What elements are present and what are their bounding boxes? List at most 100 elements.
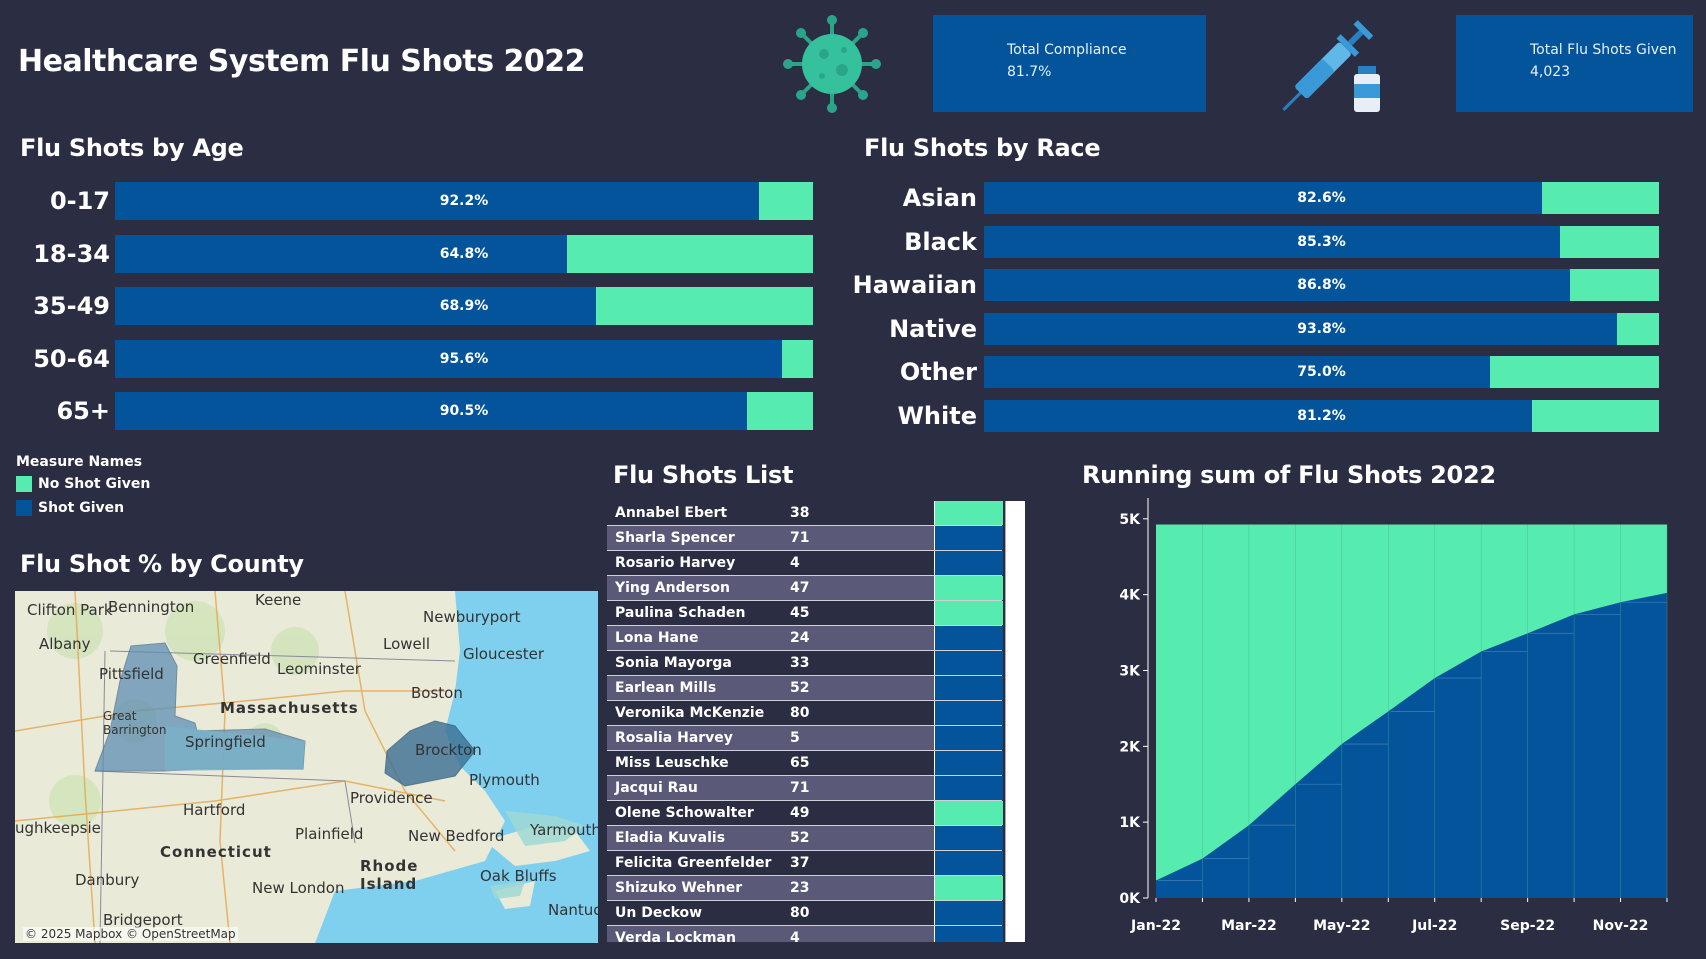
age-bar-shot[interactable] [115,182,759,220]
y-tick-label: 0K [1119,891,1141,907]
race-bar-no-shot[interactable]: 93.8% [984,312,1659,345]
kpi-compliance-value: 81.7% [1007,64,1052,80]
list-item[interactable]: Miss Leuschke 65 [607,751,1003,776]
list-item[interactable]: Sonia Mayorga 33 [607,651,1003,676]
age-bar-value: 68.9% [439,298,489,314]
list-item-name: Sharla Spencer [615,530,735,546]
legend-label-no-shot: No Shot Given [38,476,151,492]
county-map[interactable]: Keene Clifton Park Bennington Newburyport Al… [15,591,598,943]
race-bar-shot[interactable] [984,182,1542,214]
list-item[interactable]: Jacqui Rau 71 [607,776,1003,801]
race-row-label: Hawaiian [852,271,977,299]
map-label: New Bedford [408,827,505,845]
age-bar-shot[interactable] [115,392,747,430]
age-row-label: 50-64 [33,344,110,373]
list-item[interactable]: Shizuko Wehner 23 [607,876,1003,901]
x-tick-label: May-22 [1313,918,1370,934]
list-item-status-shot [934,851,1003,875]
race-bar-shot[interactable] [984,399,1533,432]
list-item-name: Sonia Mayorga [615,655,732,671]
race-bar-shot[interactable] [984,225,1560,258]
race-bar-value: 82.6% [1297,190,1346,206]
list-scrollbar[interactable] [1005,501,1025,942]
race-row-label: Asian [902,184,977,212]
legend-title: Measure Names [16,454,143,470]
list-item-name: Lona Hane [615,630,699,646]
list-item[interactable]: Annabel Ebert 38 [607,501,1003,526]
list-item-age: 45 [790,605,810,621]
race-bar-shot[interactable] [984,269,1570,301]
map-label: ughkeepsie [15,819,101,837]
list-item-age: 4 [790,930,800,942]
list-item[interactable]: Un Deckow 80 [607,901,1003,926]
race-row-label: Black [904,227,977,256]
map-label: Oak Bluffs [480,867,557,885]
list-item-status-no-shot [934,501,1003,525]
list-item[interactable]: Rosario Harvey 4 [607,551,1003,576]
syringe-icon [1282,20,1380,112]
race-bar-no-shot[interactable]: 81.2% [984,399,1659,432]
map-label: Clifton Park [27,601,113,619]
race-bar-no-shot[interactable]: 82.6% [984,182,1659,214]
list-item[interactable]: Lona Hane 24 [607,626,1003,651]
race-bar-shot[interactable] [984,356,1491,388]
chart-title: Running sum of Flu Shots 2022 [1082,461,1496,489]
x-tick-label: Sep-22 [1500,918,1555,934]
list-item[interactable]: Ying Anderson 47 [607,576,1003,601]
list-item-age: 47 [790,580,810,596]
y-tick-label: 1K [1119,815,1141,831]
list-item[interactable]: Eladia Kuvalis 52 [607,826,1003,851]
list-item-status-shot [934,826,1003,850]
age-bar-no-shot[interactable]: 92.2% [115,182,813,220]
age-bar-value: 64.8% [439,245,489,262]
list-item-name: Rosalia Harvey [615,730,733,746]
age-bar-no-shot[interactable]: 95.6% [115,339,813,378]
map-label: Albany [39,635,91,653]
age-bar-shot[interactable] [115,339,783,378]
legend-swatch-no-shot [16,476,32,492]
list-item-status-no-shot [934,876,1003,900]
x-tick-label: Mar-22 [1221,918,1277,934]
list-item-status-shot [934,701,1003,725]
age-row-label: 65+ [56,397,110,425]
list-item[interactable]: Olene Schowalter 49 [607,801,1003,826]
y-tick-label: 3K [1119,663,1141,679]
list-item-name: Eladia Kuvalis [615,830,726,846]
map-label: Danbury [75,871,140,889]
map-attribution: © 2025 Mapbox © OpenStreetMap [23,927,238,941]
list-item[interactable]: Sharla Spencer 71 [607,526,1003,551]
age-bar-no-shot[interactable]: 64.8% [115,234,813,273]
map-base [15,591,598,943]
race-bar-shot[interactable] [984,312,1618,345]
flu-shots-list[interactable]: Annabel Ebert 38 Sharla Spencer 71 Rosario H… [607,501,1025,942]
list-item-status-shot [934,551,1003,575]
legend-item-no-shot[interactable]: No Shot Given [16,476,150,492]
list-item[interactable]: Verda Lockman 4 [607,926,1003,942]
list-item-age: 24 [790,630,810,646]
list-item-status-shot [934,751,1003,775]
list-item-name: Shizuko Wehner [615,880,743,896]
list-item-status-no-shot [934,801,1003,825]
map-label: Massachusetts [220,699,359,717]
map-label: Springfield [185,733,266,751]
race-bar-no-shot[interactable]: 86.8% [984,269,1659,301]
county-section-title: Flu Shot % by County [20,550,304,578]
legend-item-shot[interactable]: Shot Given [16,500,150,516]
age-bar-shot[interactable] [115,234,568,273]
age-bar-no-shot[interactable]: 90.5% [115,392,813,430]
race-bar-no-shot[interactable]: 85.3% [984,225,1659,258]
race-row-label: White [897,401,977,430]
map-label: Connecticut [160,843,272,861]
list-item[interactable]: Earlean Mills 52 [607,676,1003,701]
race-bar-no-shot[interactable]: 75.0% [984,356,1659,388]
list-item[interactable]: Felicita Greenfelder 37 [607,851,1003,876]
list-item[interactable]: Paulina Schaden 45 [607,601,1003,626]
list-item-age: 23 [790,880,810,896]
age-bar-shot[interactable] [115,287,596,325]
map-label: Lowell [383,635,431,653]
list-item[interactable]: Veronika McKenzie 80 [607,701,1003,726]
age-section-title: Flu Shots by Age [20,134,244,162]
list-item[interactable]: Rosalia Harvey 5 [607,726,1003,751]
running-sum-chart: 0K 1K 2K 3K 4K 5K Jan-22 Mar-22 May-22 Jul-22 Sep-… [1119,498,1668,934]
age-bar-no-shot[interactable]: 68.9% [115,287,813,325]
